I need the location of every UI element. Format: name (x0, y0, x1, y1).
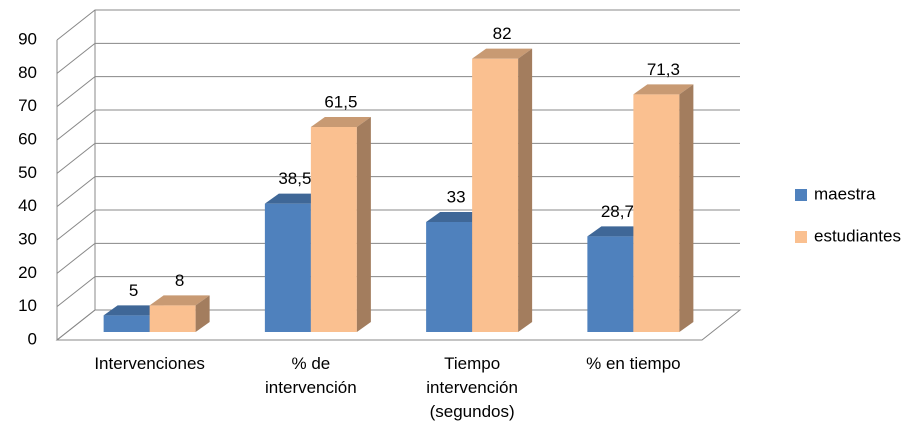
legend-label: maestra (814, 184, 876, 203)
data-label: 38,5 (278, 169, 311, 188)
y-tick-label: 90 (18, 29, 37, 48)
legend-swatch (795, 231, 807, 243)
x-tick-label: Intervenciones (94, 354, 205, 373)
data-label: 33 (447, 187, 466, 206)
bar (310, 127, 357, 332)
x-tick-label: Tiempo intervención (segundos) (426, 354, 518, 421)
y-tick-label: 50 (18, 163, 37, 182)
data-label: 61,5 (324, 92, 357, 111)
y-tick-label: 10 (18, 296, 37, 315)
data-label: 28,7 (601, 202, 634, 221)
bar-side (195, 295, 210, 332)
bar-top (633, 84, 694, 95)
x-tick-label: % de intervención (265, 354, 357, 397)
bar (633, 94, 680, 332)
bar (426, 222, 473, 332)
data-label: 5 (129, 281, 138, 300)
bar-top (310, 117, 371, 127)
bar-side (679, 84, 694, 332)
y-tick-label: 30 (18, 229, 37, 248)
y-tick-label: 20 (18, 263, 37, 282)
y-tick-label: 70 (18, 96, 37, 115)
bar-top (426, 212, 487, 222)
bar (149, 305, 196, 332)
x-tick-label: % en tiempo (586, 354, 681, 373)
bar-top (472, 48, 533, 59)
y-tick-label: 0 (28, 329, 37, 348)
bar-side (518, 48, 533, 333)
bar (103, 315, 150, 332)
data-label: 82 (493, 24, 512, 43)
legend-swatch (795, 189, 807, 201)
bar-top (103, 305, 164, 316)
bar-side (356, 117, 371, 332)
y-tick-label: 40 (18, 196, 37, 215)
legend-label: estudiantes (814, 226, 901, 245)
bar (472, 58, 519, 333)
grid-line (56, 9, 740, 41)
bar-top (149, 295, 210, 306)
bar (264, 203, 311, 332)
grid-line (56, 42, 740, 74)
data-label: 8 (175, 271, 184, 290)
y-tick-label: 80 (18, 63, 37, 82)
bar (587, 236, 634, 332)
bar-top (264, 193, 325, 204)
y-tick-label: 60 (18, 129, 37, 148)
data-label: 71,3 (647, 60, 680, 79)
bar-top (587, 226, 648, 237)
